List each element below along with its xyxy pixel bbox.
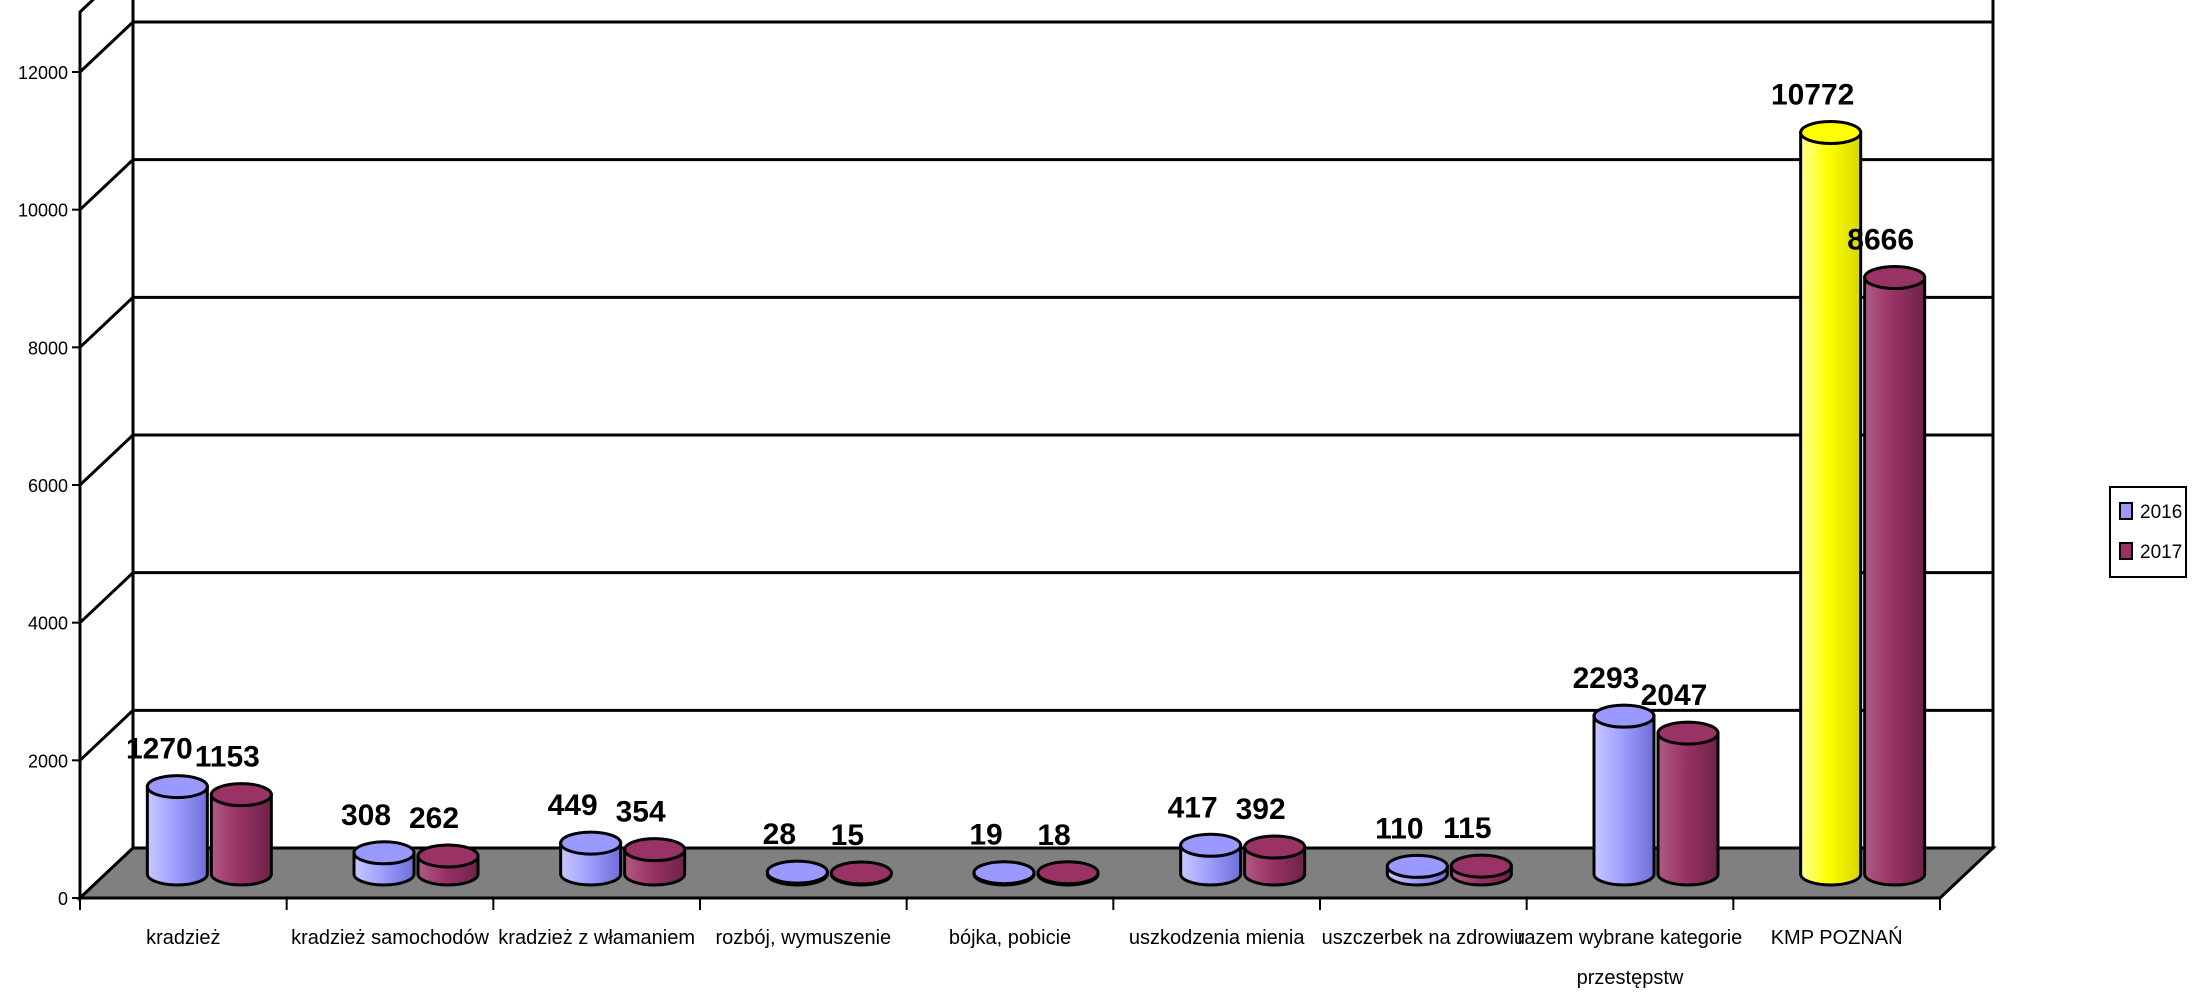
bar-2017 — [1036, 860, 1100, 887]
plot-bars — [145, 120, 1927, 887]
bar-top — [416, 843, 480, 869]
chart-walls — [76, 0, 1997, 902]
legend-box — [2109, 486, 2187, 578]
bar-2017 — [1449, 853, 1513, 887]
y-tick-label: 2000 — [28, 751, 68, 771]
category-axis: kradzież kradzież samochodów kradzież z wł… — [79, 896, 1941, 989]
y-tick-label: 8000 — [28, 338, 68, 358]
gridline-depth — [78, 20, 135, 74]
bar-2016 — [1179, 832, 1243, 887]
data-label-2017: 2047 — [1641, 679, 1708, 712]
legend-swatch — [2119, 542, 2133, 560]
bar-top — [1036, 860, 1100, 886]
value-axis: 0 2000 4000 6000 8000 10000 12000 — [18, 63, 82, 909]
category-label: uszkodzenia mienia — [1129, 927, 1306, 949]
data-label-2017: 115 — [1443, 812, 1491, 845]
bar-top — [209, 782, 273, 808]
category-label: przestępstw — [1577, 967, 1684, 989]
bar-2016 — [559, 830, 623, 887]
y-tick-label: 0 — [58, 889, 68, 909]
bar-2016 — [765, 859, 829, 887]
data-label-2016: 449 — [548, 789, 598, 822]
data-label-2017: 262 — [409, 802, 459, 835]
bar-2016 — [1385, 853, 1449, 887]
category-label: KMP POZNAŃ — [1771, 926, 1903, 949]
legend: 2016 2017 — [2109, 486, 2187, 578]
y-tick-label: 6000 — [28, 476, 68, 496]
bar-top — [1179, 832, 1243, 858]
bar-body — [1656, 731, 1720, 887]
legend-swatch — [2119, 502, 2133, 520]
category-label: bójka, pobicie — [949, 927, 1071, 949]
bar-2017 — [1863, 264, 1927, 887]
data-label-2016: 110 — [1375, 812, 1423, 845]
legend-label: 2017 — [2140, 542, 2182, 563]
category-label: kradzież — [146, 927, 220, 949]
data-label-2017: 354 — [616, 796, 666, 829]
bar-2017 — [1243, 834, 1307, 887]
gridline-depth — [78, 571, 135, 624]
bar-body — [1592, 714, 1656, 887]
category-label: kradzież z włamaniem — [498, 927, 695, 949]
bar-body — [1863, 275, 1927, 887]
bar-body — [209, 793, 273, 887]
gridline-depth — [78, 709, 135, 762]
category-label: kradzież samochodów — [291, 927, 489, 949]
bar-body — [145, 785, 209, 887]
bar-2017 — [1656, 720, 1720, 887]
data-labels: 1270 308 449 28 19 417 110 2293 10772 1153 262 354 1… — [126, 79, 1914, 852]
y-tick-label: 4000 — [28, 614, 68, 634]
data-label-2017: 392 — [1236, 793, 1286, 826]
data-label-2016: 2293 — [1573, 662, 1640, 695]
bar-top — [1592, 703, 1656, 729]
data-label-2017: 18 — [1037, 819, 1070, 852]
bar-body — [1799, 131, 1863, 887]
legend-label: 2016 — [2140, 502, 2182, 523]
bar-2016 — [352, 840, 416, 887]
bar-top — [1799, 120, 1863, 146]
bar-2017 — [623, 837, 687, 887]
bar-top — [1656, 720, 1720, 746]
data-label-2016: 1270 — [126, 733, 193, 766]
bar-2017 — [829, 860, 893, 887]
bar-2017 — [209, 782, 273, 887]
bar-2016 — [1799, 120, 1863, 887]
bar-top — [145, 774, 209, 800]
bar-2016 — [145, 774, 209, 887]
bar-2016 — [1592, 703, 1656, 887]
bar-top — [623, 837, 687, 863]
y-tick-label: 12000 — [18, 63, 68, 83]
data-label-2016: 19 — [969, 819, 1002, 852]
data-label-2017: 15 — [831, 819, 864, 852]
gridline-depth — [78, 296, 135, 349]
gridline-depth — [78, 433, 135, 487]
category-label: uszczerbek na zdrowiu — [1322, 927, 1525, 949]
bar-top — [352, 840, 416, 866]
back-wall — [131, 0, 1995, 850]
bar-2017 — [416, 843, 480, 887]
data-label-2016: 10772 — [1771, 79, 1854, 112]
category-label: rozbój, wymuszenie — [716, 927, 892, 949]
gridline-depth — [78, 158, 135, 211]
category-label: razem wybrane kategorie — [1518, 927, 1743, 949]
bar-top — [1863, 264, 1927, 290]
bar-top — [1385, 853, 1449, 879]
bar-top — [559, 830, 623, 856]
data-label-2016: 28 — [763, 818, 796, 851]
bar-top — [1243, 834, 1307, 860]
bar-2016 — [972, 860, 1036, 887]
bar-top — [1449, 853, 1513, 879]
data-label-2017: 1153 — [195, 741, 260, 774]
y-tick-label: 10000 — [18, 201, 68, 221]
data-label-2017: 8666 — [1847, 223, 1914, 256]
bar-top — [765, 859, 829, 885]
data-label-2016: 417 — [1168, 791, 1218, 824]
bar-top — [972, 860, 1036, 886]
data-label-2016: 308 — [341, 799, 391, 832]
bar-top — [829, 860, 893, 886]
